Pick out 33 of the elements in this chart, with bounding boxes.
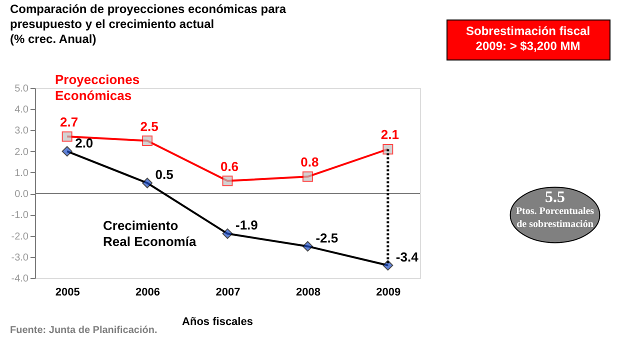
- text: 5.5 Ptos. Porcentuales de sobrestimación: [516, 189, 594, 230]
- text: Sobrestimación fiscal 2009: > $3,200 MM: [466, 24, 590, 53]
- x-tick-label: 2008: [296, 286, 320, 298]
- x-tick-label: 2006: [136, 286, 160, 298]
- text: Proyecciones Económicas: [55, 72, 140, 103]
- y-tick-label: -2.0: [11, 231, 29, 242]
- data-label: 0.5: [155, 167, 174, 182]
- y-tick-label: 1.0: [14, 168, 29, 179]
- data-label: -2.5: [316, 230, 338, 246]
- y-tick-label: 2.0: [14, 146, 29, 158]
- data-label: -3.4: [396, 249, 420, 264]
- chart-title: Comparación de proyecciones económicas para presupuesto y el crecimiento actual: [10, 2, 286, 31]
- chart-subtitle: (% crec. Anual): [10, 32, 96, 46]
- series-label: Crecimiento Real Economía: [103, 218, 197, 249]
- y-tick-label: 5.0: [14, 84, 29, 94]
- data-label: 2.1: [380, 127, 399, 142]
- y-tick-label: -1.0: [11, 210, 29, 222]
- y-tick-label: -3.0: [11, 252, 29, 264]
- x-tick-label: 2009: [376, 286, 401, 298]
- y-tick-label: 3.0: [14, 126, 29, 137]
- data-label: 2.0: [75, 135, 94, 150]
- x-axis-title: Años fiscales: [182, 316, 253, 328]
- data-label: -1.9: [236, 218, 258, 233]
- data-label: 2.7: [60, 114, 78, 130]
- x-tick-label: 2007: [216, 286, 240, 298]
- y-tick-label: 4.0: [14, 104, 29, 116]
- data-label: 0.8: [300, 154, 319, 170]
- data-label: 2.5: [140, 118, 158, 134]
- y-tick-label: 0.0: [14, 189, 29, 200]
- source-note: Fuente: Junta de Planificación.: [10, 325, 158, 336]
- y-tick-label: -4.0: [11, 274, 29, 284]
- data-label: 0.6: [220, 158, 239, 174]
- x-tick-label: 2005: [55, 286, 80, 298]
